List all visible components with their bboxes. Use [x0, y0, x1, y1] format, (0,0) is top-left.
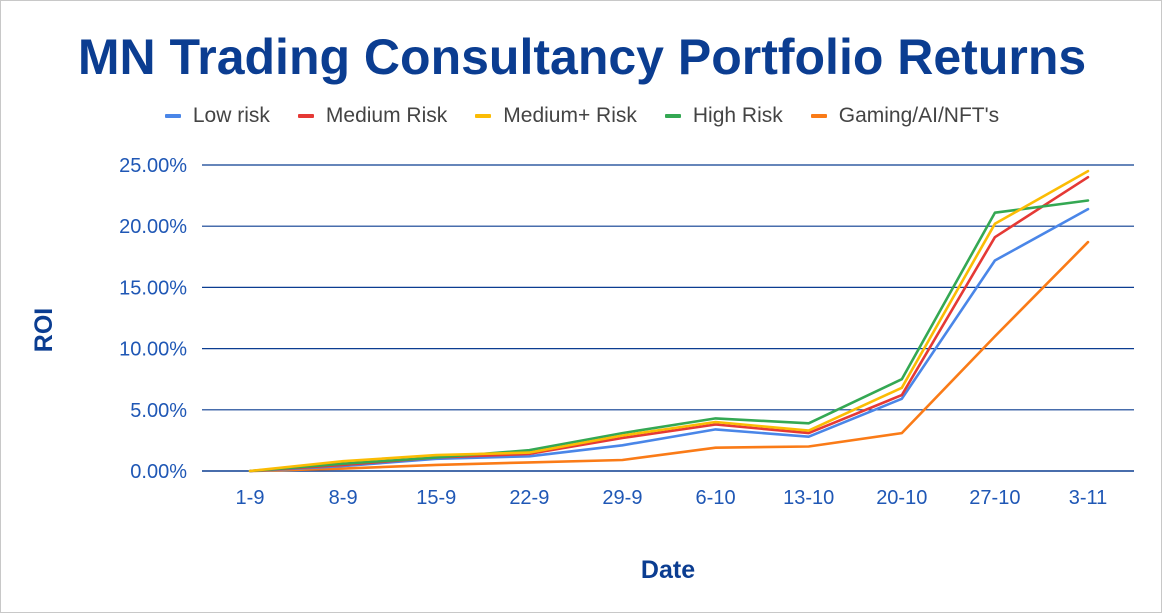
chart-title: MN Trading Consultancy Portfolio Returns	[77, 29, 1087, 85]
legend-item[interactable]: High Risk	[664, 104, 783, 128]
x-tick-label: 20-10	[876, 487, 927, 509]
series-line[interactable]	[248, 169, 1090, 473]
y-tick-label: 20.00%	[119, 216, 187, 238]
grid-layer	[202, 164, 1134, 472]
y-tick-label: 25.00%	[119, 155, 187, 177]
chart-legend: Low risk Medium Risk Medium+ Risk High Risk…	[0, 104, 1164, 128]
x-tick-label: 27-10	[969, 487, 1020, 509]
x-tick-label: 1-9	[236, 487, 265, 509]
legend-label: Medium Risk	[325, 104, 448, 127]
x-tick-label: 13-10	[783, 487, 834, 509]
y-axis-title: ROI	[30, 308, 58, 352]
legend-swatch	[664, 114, 681, 118]
x-tick-label: 8-9	[329, 487, 358, 509]
legend-item[interactable]: Medium Risk	[297, 104, 448, 128]
series-line[interactable]	[248, 199, 1090, 473]
legend-swatch	[164, 114, 181, 118]
legend-label: Medium+ Risk	[503, 104, 637, 127]
x-axis-title: Date	[641, 556, 695, 584]
legend-swatch	[475, 114, 492, 118]
legend-swatch	[297, 114, 314, 118]
legend-item[interactable]: Medium+ Risk	[475, 104, 637, 128]
x-tick-label: 3-11	[1069, 487, 1108, 509]
x-tick-label: 22-9	[509, 487, 549, 509]
legend-item[interactable]: Low risk	[164, 104, 270, 128]
y-tick-label: 0.00%	[130, 461, 187, 483]
y-tick-label: 5.00%	[130, 400, 187, 422]
series-line[interactable]	[248, 240, 1090, 473]
x-tick-label: 6-10	[696, 487, 736, 509]
y-tick-label: 15.00%	[119, 277, 187, 299]
y-tick-labels: 0.00% 5.00% 10.00% 15.00% 20.00% 25.00%	[119, 155, 187, 483]
x-tick-labels: 1-9 8-9 15-9 22-9 29-9 6-10 13-10 20-10 27-10 3-1…	[236, 487, 1108, 509]
legend-label: High Risk	[692, 104, 783, 127]
legend-label: Low risk	[192, 104, 270, 127]
legend-label: Gaming/AI/NFT's	[838, 104, 1000, 127]
legend-item[interactable]: Gaming/AI/NFT's	[810, 104, 1000, 128]
y-tick-label: 10.00%	[119, 339, 187, 361]
x-tick-label: 29-9	[602, 487, 642, 509]
x-tick-label: 15-9	[416, 487, 456, 509]
series-layer	[248, 169, 1090, 473]
legend-swatch	[810, 114, 827, 118]
